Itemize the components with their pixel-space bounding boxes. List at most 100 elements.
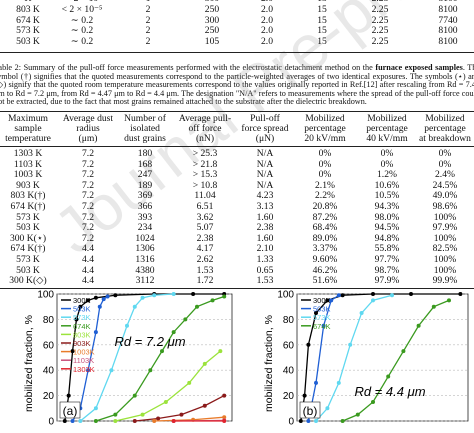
- caption-bold: furnace exposed samples: [375, 63, 463, 72]
- table-cell: 2.25: [371, 3, 389, 15]
- table-cell: 2.1%: [315, 179, 335, 191]
- legend-label: 1303K: [73, 365, 95, 374]
- table-cell: 7.2: [82, 211, 94, 223]
- panel-box: [299, 401, 321, 419]
- table-cell: 2.10: [256, 243, 274, 255]
- table-cell: 573 K: [16, 211, 40, 223]
- panel-box: [59, 401, 81, 419]
- table-cell: 4.17: [196, 243, 214, 255]
- table-cell: 1.72: [196, 275, 214, 287]
- table-cell: 87.2%: [312, 211, 338, 223]
- data-point: [306, 419, 311, 423]
- table-cell: 15: [317, 3, 327, 15]
- table-cell: 803 K(†): [10, 190, 46, 202]
- table-cell: 7.2: [82, 179, 94, 191]
- table-cell: 1.53: [196, 264, 214, 276]
- chart: 0 20 40 60 80 100 mobilized fraction, % 300K503…: [263, 290, 469, 428]
- table-rule: [0, 288, 474, 289]
- table-cell: > 21.8: [192, 158, 218, 170]
- table-cell: 68.4%: [312, 222, 338, 234]
- table-cell: 10.5%: [374, 190, 400, 202]
- table-cell: 2: [145, 36, 151, 48]
- data-point: [171, 292, 176, 296]
- data-point: [371, 292, 375, 296]
- caption-text: Table 2: Summary of the pull-off force m…: [0, 63, 373, 72]
- annotation: Rd = 7.2 μm: [114, 334, 185, 349]
- header-cell: Average dust: [62, 113, 114, 124]
- header-cell: Mobilized: [367, 113, 407, 124]
- table-cell: 4.23: [256, 190, 274, 202]
- series-line: [95, 295, 225, 422]
- table-cell: 24.5%: [432, 179, 458, 191]
- header-cell: off force: [188, 123, 222, 134]
- table-rule: [0, 146, 474, 147]
- data-point: [191, 292, 196, 296]
- header-cell: Number of: [124, 113, 166, 124]
- table-cell: 0%: [380, 158, 394, 170]
- data-point: [93, 330, 98, 335]
- table-cell: 15: [317, 36, 327, 48]
- table-cell: 82.5%: [432, 243, 458, 255]
- table-cell: 7.2: [82, 158, 94, 170]
- header-cell: radius: [76, 123, 100, 134]
- data-point: [183, 317, 188, 322]
- data-point: [458, 292, 463, 296]
- table-cell: 300: [204, 14, 220, 26]
- table-cell: 100%: [433, 232, 457, 244]
- table-cell: 15: [317, 25, 327, 37]
- table-cell: 3.37%: [312, 243, 338, 255]
- table-cell: 503 K: [16, 36, 40, 48]
- table-cell: 180: [137, 148, 153, 159]
- table-cell: 189: [137, 179, 153, 191]
- table-cell: 8100: [438, 3, 458, 15]
- data-point: [222, 419, 227, 423]
- y-tick-label: 60: [283, 340, 295, 351]
- table-cell: ∼ 0.2: [70, 25, 94, 37]
- data-point: [321, 323, 326, 328]
- table-cell: 234: [137, 222, 153, 234]
- table-cell: 250: [204, 3, 220, 15]
- data-point: [336, 293, 341, 298]
- table-cell: 15: [317, 0, 327, 4]
- table-cell: 369: [137, 190, 153, 202]
- data-point: [195, 304, 199, 309]
- y-tick-label: 0: [288, 417, 294, 428]
- table-cell: 98.0%: [374, 211, 400, 223]
- header-cell: Mobilized: [425, 113, 465, 124]
- table-cell: 4.4: [82, 254, 94, 265]
- table-cell: 1: [146, 0, 151, 4]
- table-cell: 2.38: [196, 232, 214, 244]
- table-cell: < 2 × 10⁻⁵: [61, 3, 103, 15]
- data-point: [113, 419, 118, 423]
- table-cell: 99.9%: [432, 275, 458, 287]
- header-cell: percentage: [424, 123, 466, 134]
- data-point: [125, 323, 129, 328]
- table-cell: 903 K: [16, 179, 40, 191]
- table-cell: 1.2%: [377, 169, 397, 181]
- table-cell: 100%: [433, 264, 457, 276]
- legend-label: 1003K: [73, 348, 95, 357]
- legend-label: 503K: [313, 305, 331, 314]
- legend-label: 674K: [73, 322, 91, 331]
- data-point: [222, 393, 227, 398]
- header-cell: Maximum: [8, 113, 48, 124]
- data-point: [70, 419, 75, 423]
- header-cell: (μm): [78, 133, 98, 144]
- table-cell: 2.38: [256, 222, 274, 234]
- data-point: [222, 415, 227, 420]
- y-tick-label: 80: [283, 315, 295, 326]
- legend-label: 573K: [73, 313, 91, 322]
- data-point: [340, 293, 345, 298]
- table-cell: > 15.3: [192, 169, 218, 181]
- y-tick-label: 80: [43, 315, 55, 326]
- table-cell: 1306: [135, 243, 155, 255]
- table-cell: 2.0: [261, 3, 273, 15]
- data-point: [70, 349, 75, 354]
- header-cell: 40 kV/mm: [366, 133, 408, 144]
- table-cell: 1.60: [256, 232, 274, 244]
- table-cell: 0%: [318, 169, 332, 181]
- table-cell: > 10.8: [192, 179, 218, 191]
- table-cell: 366: [137, 201, 153, 212]
- table-rule: [0, 52, 474, 53]
- data-point: [101, 297, 106, 302]
